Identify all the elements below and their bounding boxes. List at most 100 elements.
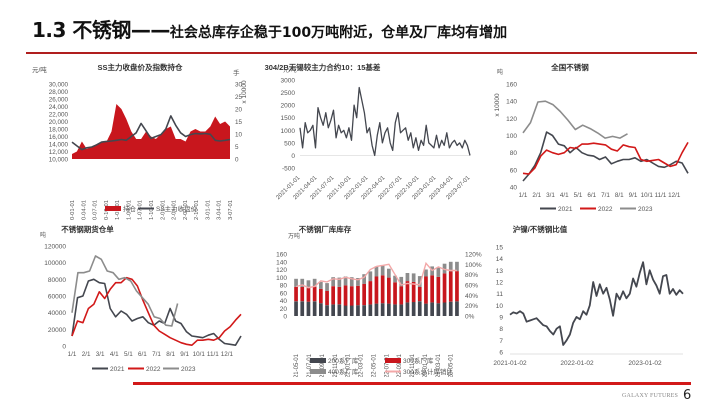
y-tick-label: 6 — [499, 350, 503, 357]
bar-segment — [300, 301, 305, 316]
series-line — [522, 131, 689, 182]
bar-segment — [331, 304, 335, 316]
bar-segment — [417, 301, 422, 316]
page-number: 6 — [683, 388, 692, 403]
bar-segment — [337, 286, 342, 305]
svg-text:x 10000: x 10000 — [494, 93, 501, 117]
series-line — [71, 278, 242, 346]
y-tick-label: 40 — [510, 185, 518, 192]
y-tick-label: 100% — [465, 262, 482, 269]
title-divider — [26, 52, 697, 54]
x-tick-label: 5/1 — [574, 192, 583, 199]
bar-segment — [331, 286, 335, 305]
oi-area — [72, 104, 230, 159]
legend-swatch — [385, 358, 401, 363]
bar-segment — [349, 305, 354, 316]
footer-brand: GALAXY FUTURES — [622, 393, 679, 399]
chart-title: 304/2B无锡较主力合约10：15基差 — [265, 62, 381, 72]
x-tick-label: 9/1 — [629, 192, 638, 199]
y-tick-label: 20 — [235, 107, 243, 114]
x-tick-label: 2021-09-01 — [320, 353, 326, 377]
y-tick-label: 0% — [465, 314, 475, 321]
y-tick-label: 30 — [235, 82, 243, 89]
svg-text:元/吨: 元/吨 — [32, 65, 47, 74]
bar-segment — [343, 305, 348, 316]
y-tick-label: 120 — [506, 116, 517, 123]
y-tick-label: 0 — [291, 153, 295, 160]
legend-label: 200系厂库 — [328, 356, 359, 365]
y-tick-label: -500 — [282, 166, 295, 173]
legend-swatch — [310, 358, 326, 363]
x-tick-label: 2020-04-01 — [81, 200, 87, 220]
bar-segment — [442, 273, 447, 303]
legend-swatch — [310, 369, 326, 374]
x-tick-label: 2022-04-01 — [172, 200, 178, 220]
x-tick-label: 8/1 — [615, 192, 624, 199]
bar-segment — [356, 278, 360, 286]
y-tick-label: 5 — [235, 144, 239, 151]
x-tick-label: 9/1 — [180, 351, 189, 358]
y-tick-label: 40000 — [48, 310, 66, 317]
svg-text:万吨: 万吨 — [288, 232, 300, 240]
legend-label: 2022 — [146, 366, 161, 373]
x-tick-label: 7/1 — [601, 192, 610, 199]
y-tick-label: 40% — [465, 293, 478, 300]
y-tick-label: 3000 — [281, 78, 296, 85]
slide-title-main: 1.3 不锈钢—— — [32, 18, 170, 42]
y-tick-label: 100 — [276, 275, 287, 282]
y-tick-label: 8 — [499, 326, 503, 333]
y-tick-label: 120000 — [44, 244, 66, 251]
y-tick-label: 30,000 — [49, 82, 69, 89]
legend-label: 400系厂库 — [328, 367, 359, 376]
y-tick-label: 40 — [280, 298, 288, 305]
bar-segment — [356, 285, 360, 306]
y-tick-label: 0 — [62, 344, 66, 351]
series-line — [71, 255, 179, 327]
bar-segment — [448, 301, 453, 316]
x-tick-label: 2022-07-01 — [384, 353, 390, 377]
x-tick-label: 2023-01-01 — [423, 353, 429, 377]
bar-segment — [436, 276, 441, 304]
chart-title: 沪镍/不锈钢比值 — [513, 224, 568, 234]
bar-segment — [424, 303, 428, 316]
chart-ss-warrants: 不锈钢期货仓单吨 120000 100000 80000 60000 40000 20000… — [30, 222, 250, 377]
bar-segment — [368, 281, 373, 305]
chart-ss-price-oi: SS主力收盘价及指数持仓 元/吨 手 x 10000 30,000 28,000 26,00… — [30, 60, 250, 220]
bar-segment — [312, 286, 317, 302]
y-tick-label: 60000 — [48, 294, 66, 301]
y-tick-label: 160 — [276, 252, 287, 259]
chart-ni-ss-ratio: 沪镍/不锈钢比值 15 14 13 12 11 10 9 8 7 6 2021-01-02 2022-0… — [485, 222, 700, 377]
bar-segment — [393, 304, 397, 316]
x-tick-label: 2022-01-01 — [160, 200, 166, 220]
x-tick-label: 2021-07-01 — [307, 353, 313, 377]
bar-segment — [424, 269, 428, 277]
y-tick-label: 12 — [496, 280, 504, 287]
y-tick-label: 120% — [465, 252, 482, 259]
y-tick-label: 80 — [510, 150, 518, 157]
bar-segment — [393, 275, 397, 283]
svg-text:吨: 吨 — [40, 231, 46, 239]
y-tick-label: 11 — [496, 291, 503, 298]
x-tick-label: 2023-05-01 — [449, 353, 455, 377]
slide-title-sub: 社会总库存企稳于100万吨附近，仓单及厂库均有增加 — [169, 25, 508, 41]
y-tick-label: 26,000 — [49, 97, 69, 104]
x-tick-label: 2021-11-01 — [333, 353, 339, 377]
bar-segment — [455, 301, 459, 316]
bar-segment — [368, 304, 373, 316]
x-tick-label: 2023-03-01 — [436, 353, 442, 377]
bar-segment — [387, 303, 391, 316]
y-tick-label: 10 — [496, 303, 504, 310]
x-tick-label: 11/1 — [655, 192, 667, 199]
y-tick-label: 100 — [506, 133, 517, 140]
bar-segment — [343, 285, 348, 306]
x-tick-label: 2023-01-02 — [628, 360, 662, 367]
bar-segment — [448, 261, 453, 272]
x-tick-label: 2022-05-01 — [371, 353, 377, 377]
x-tick-label: 1/1 — [519, 192, 528, 199]
y-tick-label: 2000 — [281, 103, 296, 110]
ratio-line — [295, 261, 457, 289]
y-tick-label: 160 — [506, 82, 517, 89]
y-tick-label: 20,000 — [49, 119, 69, 126]
y-tick-label: 60 — [280, 290, 288, 297]
x-tick-label: 10/1 — [193, 351, 206, 358]
